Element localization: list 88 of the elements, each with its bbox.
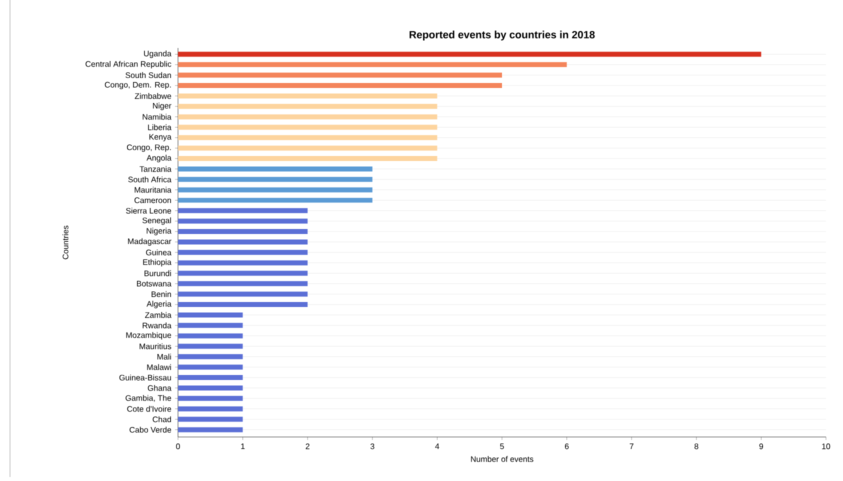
bar [178, 146, 438, 151]
bar [178, 333, 243, 338]
y-tick-label: Chad [152, 416, 171, 422]
y-tick-label: Sierra Leone [126, 208, 172, 214]
bar [178, 385, 243, 390]
bar [178, 208, 308, 214]
y-tick-label: Cameroon [134, 197, 171, 204]
y-tick-label: Kenya [149, 134, 172, 142]
y-tick-label: Madagascar [128, 238, 172, 246]
y-tick-label: Malawi [147, 364, 171, 370]
bar [178, 239, 308, 244]
bar [178, 229, 308, 234]
y-tick-label: Benin [152, 291, 171, 298]
y-tick-label: Angola [146, 154, 172, 162]
y-tick-label: Gambia, The [126, 394, 172, 402]
y-tick-label: Liberia [148, 124, 172, 130]
y-tick-label: South Sudan [126, 72, 171, 78]
y-tick-label: Ethiopia [143, 259, 172, 267]
bar [178, 166, 372, 172]
y-tick-label: Ghana [148, 385, 172, 391]
x-tick-label: 7 [630, 444, 634, 450]
bar [178, 312, 243, 318]
y-tick-label: Congo, Rep. [126, 144, 171, 152]
bar [178, 135, 438, 140]
y-tick-label: Guinea [146, 249, 172, 256]
x-tick-label: 4 [435, 444, 440, 450]
y-tick-label: Mauritius [140, 343, 172, 350]
bar [178, 364, 243, 370]
bar [178, 52, 762, 57]
chart-title: Reported events by countries in 2018 [410, 30, 595, 40]
x-tick-label: 6 [564, 444, 569, 450]
x-tick-label: 9 [759, 444, 764, 450]
bar [178, 83, 502, 88]
bar [178, 292, 308, 297]
y-tick-label: Congo, Dem. Rep. [104, 82, 171, 90]
bar [178, 250, 308, 255]
bar [178, 72, 502, 78]
bar [178, 354, 243, 360]
bar [178, 187, 372, 192]
x-tick-label: 8 [694, 444, 698, 450]
x-axis-title: Number of events [471, 456, 534, 462]
y-tick-label: Mozambique [126, 332, 172, 340]
x-tick-label: 2 [306, 444, 310, 450]
y-tick-label: Mali [157, 354, 171, 360]
bar [178, 260, 308, 266]
bar [178, 396, 243, 401]
bar [178, 62, 567, 68]
y-tick-label: Namibia [142, 114, 172, 120]
x-tick-label: 10 [822, 444, 830, 450]
y-tick-label: Guinea-Bissau [119, 374, 171, 380]
y-tick-label: Tanzania [140, 166, 172, 172]
y-tick-label: Zimbabwe [134, 93, 172, 99]
bar [178, 375, 243, 380]
bar [178, 270, 308, 276]
y-tick-label: South Africa [128, 176, 172, 182]
bar [178, 176, 372, 182]
y-tick-label: Rwanda [142, 322, 172, 328]
y-tick-label: Uganda [144, 50, 172, 58]
y-tick-label: Cabo Verde [130, 426, 172, 433]
bar [178, 406, 243, 412]
x-tick-label: 0 [176, 444, 180, 450]
bar [178, 124, 438, 130]
x-tick-label: 1 [241, 444, 245, 450]
y-axis-title: Countries [62, 226, 68, 260]
bar [178, 427, 243, 432]
bar [178, 198, 372, 203]
y-tick-label: Mauritania [134, 186, 172, 193]
bar [178, 281, 308, 286]
y-tick-label: Niger [153, 102, 172, 110]
y-tick-label: Cote d'Ivoire [127, 406, 172, 412]
bar [178, 416, 243, 422]
y-tick-label: Burundi [144, 270, 171, 276]
x-tick-label: 5 [500, 444, 504, 450]
bar [178, 93, 438, 98]
bar [178, 322, 243, 328]
bar [178, 156, 438, 162]
bar [178, 104, 438, 109]
x-tick-label: 3 [370, 444, 374, 450]
y-tick-label: Central African Republic [86, 60, 172, 68]
y-tick-label: Nigeria [146, 228, 172, 236]
y-tick-label: Senegal [142, 217, 171, 225]
y-tick-label: Algeria [146, 300, 172, 308]
y-tick-label: Botswana [137, 280, 172, 286]
bar [178, 344, 243, 349]
y-tick-label: Zambia [145, 312, 172, 318]
bar [178, 114, 438, 120]
bar [178, 218, 308, 224]
bar [178, 302, 308, 308]
